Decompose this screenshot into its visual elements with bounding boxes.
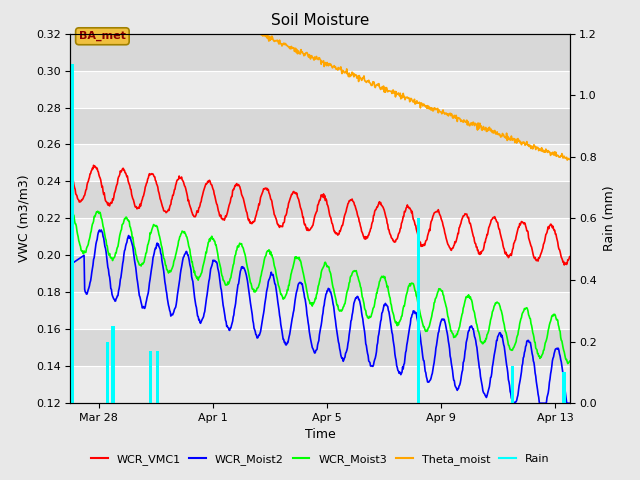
Bar bbox=[156, 351, 159, 403]
Bar bbox=[148, 351, 152, 403]
Bar bbox=[70, 181, 570, 218]
Bar bbox=[70, 366, 570, 403]
Bar bbox=[511, 366, 515, 403]
Bar bbox=[111, 326, 115, 403]
Bar bbox=[70, 34, 570, 71]
Bar bbox=[70, 329, 570, 366]
Bar bbox=[106, 342, 109, 403]
Legend: WCR_VMC1, WCR_Moist2, WCR_Moist3, Theta_moist, Rain: WCR_VMC1, WCR_Moist2, WCR_Moist3, Theta_… bbox=[86, 450, 554, 469]
Bar bbox=[562, 372, 566, 403]
Title: Soil Moisture: Soil Moisture bbox=[271, 13, 369, 28]
Bar bbox=[70, 292, 570, 329]
Y-axis label: Rain (mm): Rain (mm) bbox=[603, 186, 616, 251]
Bar bbox=[417, 218, 420, 403]
Bar bbox=[71, 64, 74, 403]
Text: BA_met: BA_met bbox=[79, 31, 126, 41]
X-axis label: Time: Time bbox=[305, 429, 335, 442]
Bar bbox=[70, 71, 570, 108]
Bar bbox=[70, 108, 570, 144]
Bar bbox=[70, 255, 570, 292]
Bar bbox=[70, 144, 570, 181]
Bar bbox=[70, 218, 570, 255]
Y-axis label: VWC (m3/m3): VWC (m3/m3) bbox=[17, 175, 30, 262]
